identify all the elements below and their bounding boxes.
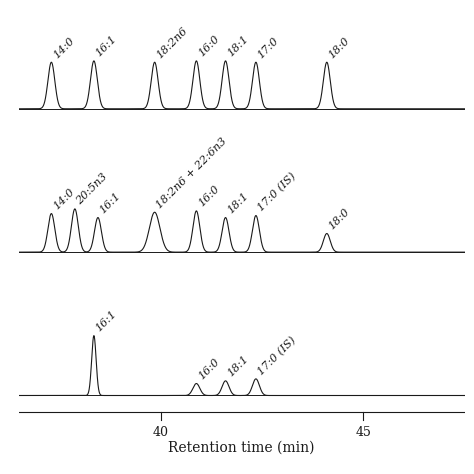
Text: 18:1: 18:1	[226, 191, 250, 216]
Text: 45: 45	[356, 426, 371, 439]
Text: 18:2n6 + 22:6n3: 18:2n6 + 22:6n3	[155, 136, 229, 210]
Text: 17:0 (IS): 17:0 (IS)	[256, 171, 298, 214]
Text: 18:2n6: 18:2n6	[155, 25, 190, 60]
Text: 18:1: 18:1	[226, 34, 250, 59]
Text: 14:0: 14:0	[51, 187, 76, 211]
Text: 16:1: 16:1	[98, 191, 123, 216]
Text: 16:0: 16:0	[196, 184, 221, 209]
Text: 14:0: 14:0	[51, 36, 76, 60]
Text: 17:0: 17:0	[256, 36, 281, 60]
Text: 18:0: 18:0	[327, 207, 352, 231]
Text: 20:5n3: 20:5n3	[75, 172, 110, 207]
Text: 17:0 (IS): 17:0 (IS)	[256, 335, 298, 377]
Text: 18:1: 18:1	[226, 354, 250, 379]
Text: 16:1: 16:1	[94, 309, 118, 334]
Text: 18:0: 18:0	[327, 36, 352, 60]
Text: 16:0: 16:0	[196, 357, 221, 382]
Text: 16:0: 16:0	[196, 34, 221, 59]
Text: 16:1: 16:1	[94, 34, 118, 59]
Text: Retention time (min): Retention time (min)	[168, 440, 315, 455]
Text: 40: 40	[153, 426, 169, 439]
